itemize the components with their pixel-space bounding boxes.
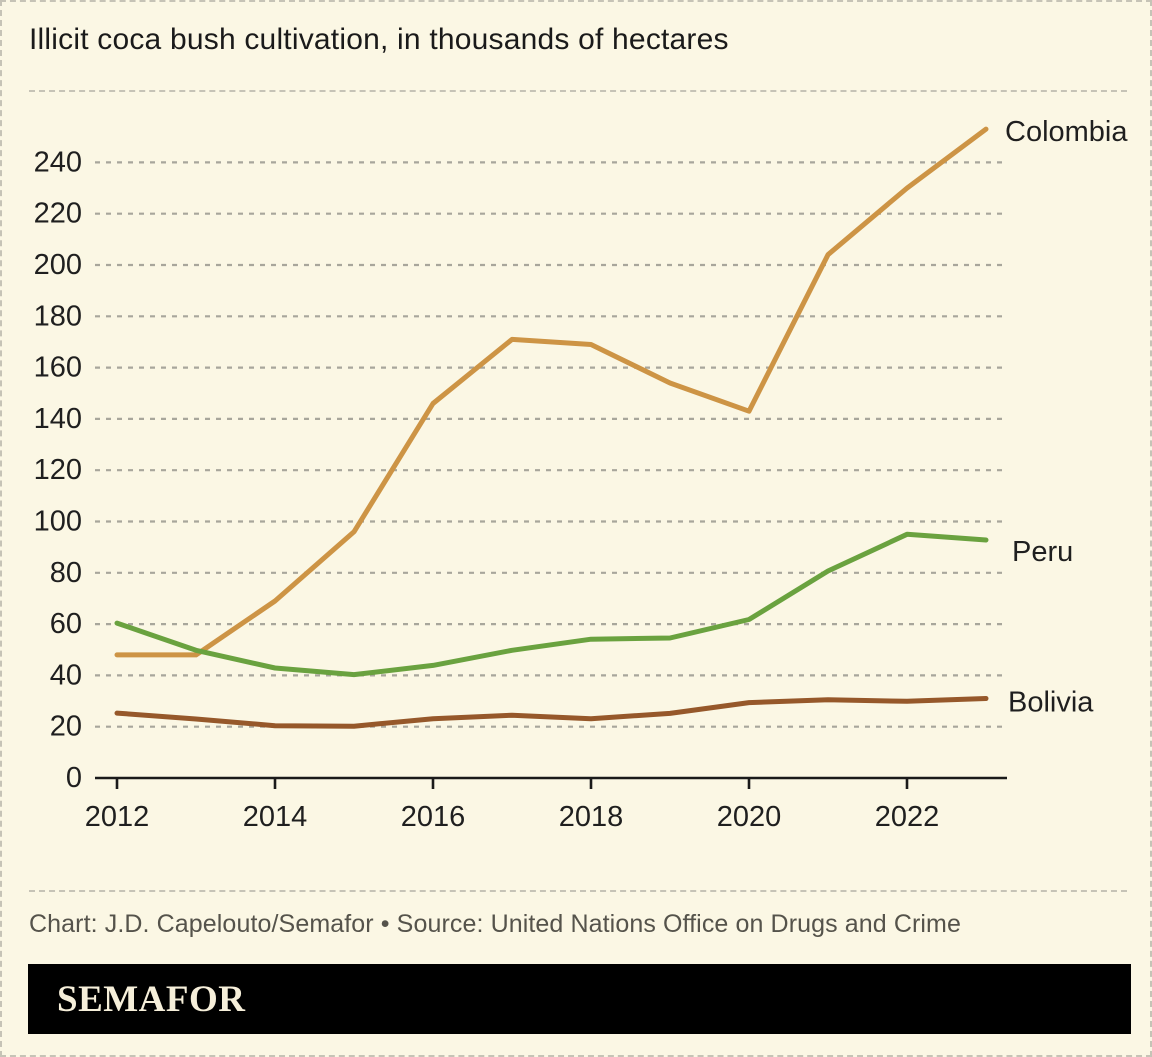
y-tick-label-240: 240 — [34, 146, 82, 178]
title-divider — [29, 90, 1127, 92]
y-tick-label-0: 0 — [66, 762, 82, 794]
series-label-peru: Peru — [1012, 536, 1073, 568]
chart-caption: Chart: J.D. Capelouto/Semafor • Source: … — [29, 910, 961, 938]
x-tick-label-2012: 2012 — [85, 801, 150, 833]
line-chart: 0 20 40 60 80 100 120 140 160 180 200 220 240 2012 201… — [34, 116, 1129, 833]
y-tick-label-140: 140 — [34, 403, 82, 435]
x-tick-label-2018: 2018 — [559, 801, 624, 833]
y-tick-label-80: 80 — [50, 557, 82, 589]
y-tick-label-40: 40 — [50, 659, 82, 691]
semafor-wordmark: SEMAFOR — [57, 978, 246, 1020]
y-tick-label-20: 20 — [50, 711, 82, 743]
y-tick-label-220: 220 — [34, 198, 82, 230]
x-tick-label-2016: 2016 — [401, 801, 466, 833]
y-tick-label-200: 200 — [34, 249, 82, 281]
y-tick-label-120: 120 — [34, 454, 82, 486]
series-label-bolivia: Bolivia — [1008, 686, 1094, 718]
series-line-bolivia — [114, 696, 989, 729]
caption-divider — [29, 890, 1127, 892]
y-tick-label-60: 60 — [50, 608, 82, 640]
series-label-colombia: Colombia — [1005, 116, 1128, 148]
y-tick-label-100: 100 — [34, 506, 82, 538]
series-line-peru — [114, 531, 989, 678]
semafor-logo-bar: SEMAFOR — [28, 964, 1131, 1034]
y-tick-label-160: 160 — [34, 352, 82, 384]
chart-title: Illicit coca bush cultivation, in thousa… — [29, 23, 729, 56]
x-tick-label-2022: 2022 — [875, 801, 940, 833]
x-tick-label-2020: 2020 — [717, 801, 782, 833]
x-tick-label-2014: 2014 — [243, 801, 308, 833]
series-line-colombia — [114, 126, 989, 658]
y-tick-label-180: 180 — [34, 300, 82, 332]
